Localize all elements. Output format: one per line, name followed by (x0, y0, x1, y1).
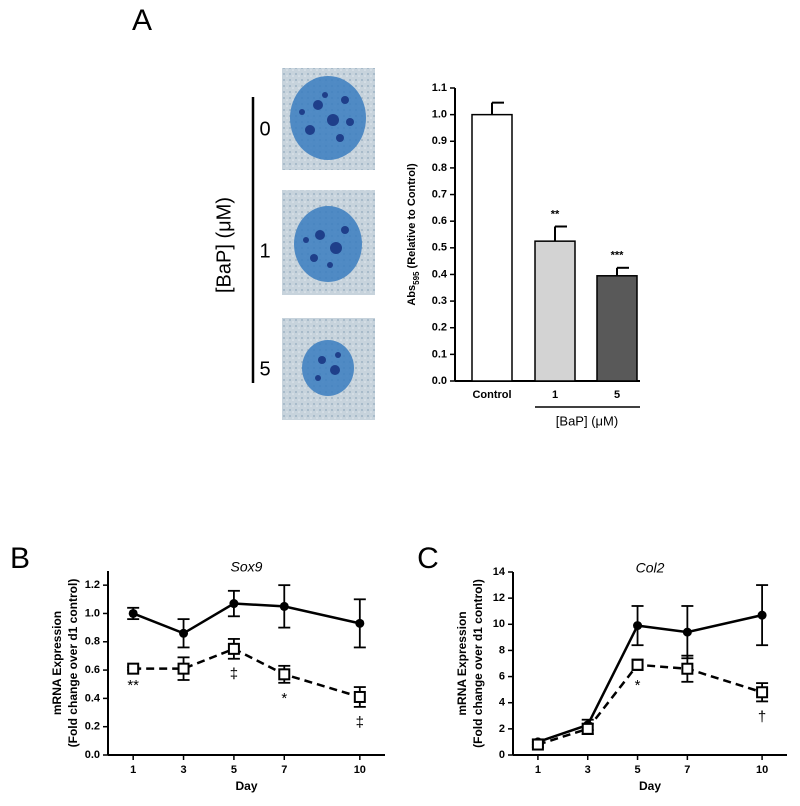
marker (581, 722, 594, 735)
x-tick-label: 3 (585, 764, 591, 776)
y-tick-label: 0.9 (432, 135, 447, 147)
panel-label: B (10, 542, 30, 575)
dose-label: 1 (259, 240, 270, 262)
significance: * (635, 677, 641, 694)
marker (681, 662, 694, 675)
marker (127, 662, 140, 675)
bar (596, 275, 638, 382)
x-tick-label: 10 (756, 764, 768, 776)
y-tick-label: 1.2 (85, 579, 100, 591)
y-axis-label-part: 595 (412, 271, 421, 285)
y-tick-label: 0.7 (432, 188, 447, 200)
y-tick-label: 0.8 (85, 636, 100, 648)
series-line (133, 647, 361, 699)
y-tick-label: 8 (499, 644, 505, 656)
marker (353, 690, 366, 703)
significance: *** (611, 250, 625, 262)
y-tick-label: 0.0 (432, 375, 447, 387)
y-tick-label: 12 (493, 592, 505, 604)
marker (355, 618, 365, 628)
significance: ** (127, 677, 139, 694)
y-tick-label: 0.6 (432, 215, 447, 227)
marker (278, 668, 291, 681)
bar (534, 240, 576, 382)
group-label: [BaP] (μM) (556, 413, 618, 428)
x-tick-label: 5 (614, 389, 620, 401)
significance: * (281, 690, 287, 707)
y-axis-label: (Fold change over d1 control) (471, 579, 485, 748)
marker (531, 738, 544, 751)
y-tick-label: 0.0 (85, 749, 100, 761)
x-tick-label: 1 (552, 389, 558, 401)
y-tick-label: 1.0 (432, 109, 447, 121)
series-line (537, 613, 763, 744)
marker (179, 628, 189, 638)
y-tick-label: 10 (493, 618, 505, 630)
marker (756, 686, 769, 699)
y-tick-label: 0.4 (85, 692, 101, 704)
y-tick-label: 0.2 (432, 322, 447, 334)
y-tick-label: 6 (499, 670, 505, 682)
y-axis-label: (Fold change over d1 control) (66, 579, 80, 748)
chart-title: Col2 (636, 560, 665, 576)
y-tick-label: 4 (499, 697, 506, 709)
significance: † (758, 708, 766, 725)
x-tick-label: 5 (231, 764, 237, 776)
y-tick-label: 0 (499, 749, 505, 761)
y-axis-label: mRNA Expression (50, 611, 64, 715)
marker (177, 662, 190, 675)
x-tick-label: 1 (130, 764, 136, 776)
x-axis-label: Day (639, 779, 661, 793)
y-tick-label: 14 (493, 566, 506, 578)
x-tick-label: 5 (634, 764, 640, 776)
chart-title: Sox9 (231, 559, 263, 575)
y-tick-label: 0.6 (85, 664, 100, 676)
panel-label: C (417, 542, 439, 575)
marker (128, 608, 138, 618)
y-axis-label-part: (Relative to Control) (406, 163, 418, 272)
y-tick-label: 0.2 (85, 721, 100, 733)
significance: ‡ (230, 666, 238, 683)
x-tick-label: 7 (684, 764, 690, 776)
x-tick-label: 3 (180, 764, 186, 776)
series-line (132, 602, 361, 635)
x-axis-label: Day (235, 779, 257, 793)
marker (227, 642, 240, 655)
dose-label: 5 (259, 358, 270, 380)
bar (471, 113, 513, 382)
x-tick-label: 1 (535, 764, 541, 776)
y-axis-label: Abs595 (Relative to Control) (406, 163, 421, 306)
panel-label: A (132, 4, 152, 37)
y-axis-label-part: Abs (406, 285, 418, 306)
significance: ** (551, 208, 560, 220)
y-tick-label: 2 (499, 723, 505, 735)
significance: ‡ (356, 714, 364, 731)
dose-label: 0 (259, 118, 270, 140)
y-tick-label: 1.1 (432, 82, 447, 94)
x-tick-label: 10 (354, 764, 366, 776)
series-line (537, 663, 763, 746)
y-tick-label: 0.1 (432, 348, 447, 360)
marker (279, 601, 289, 611)
x-tick-label: Control (472, 389, 511, 401)
dose-axis-label: [BaP] (μM) (213, 197, 235, 293)
y-tick-label: 1.0 (85, 607, 100, 619)
marker (757, 610, 767, 620)
y-tick-label: 0.8 (432, 162, 447, 174)
micrographs (251, 68, 375, 420)
marker (633, 621, 643, 631)
marker (682, 627, 692, 637)
y-tick-label: 0.3 (432, 295, 447, 307)
y-axis-label: mRNA Expression (455, 611, 469, 715)
x-tick-label: 7 (281, 764, 287, 776)
marker (631, 658, 644, 671)
marker (229, 599, 239, 609)
y-tick-label: 0.4 (432, 268, 448, 280)
y-tick-label: 0.5 (432, 242, 447, 254)
